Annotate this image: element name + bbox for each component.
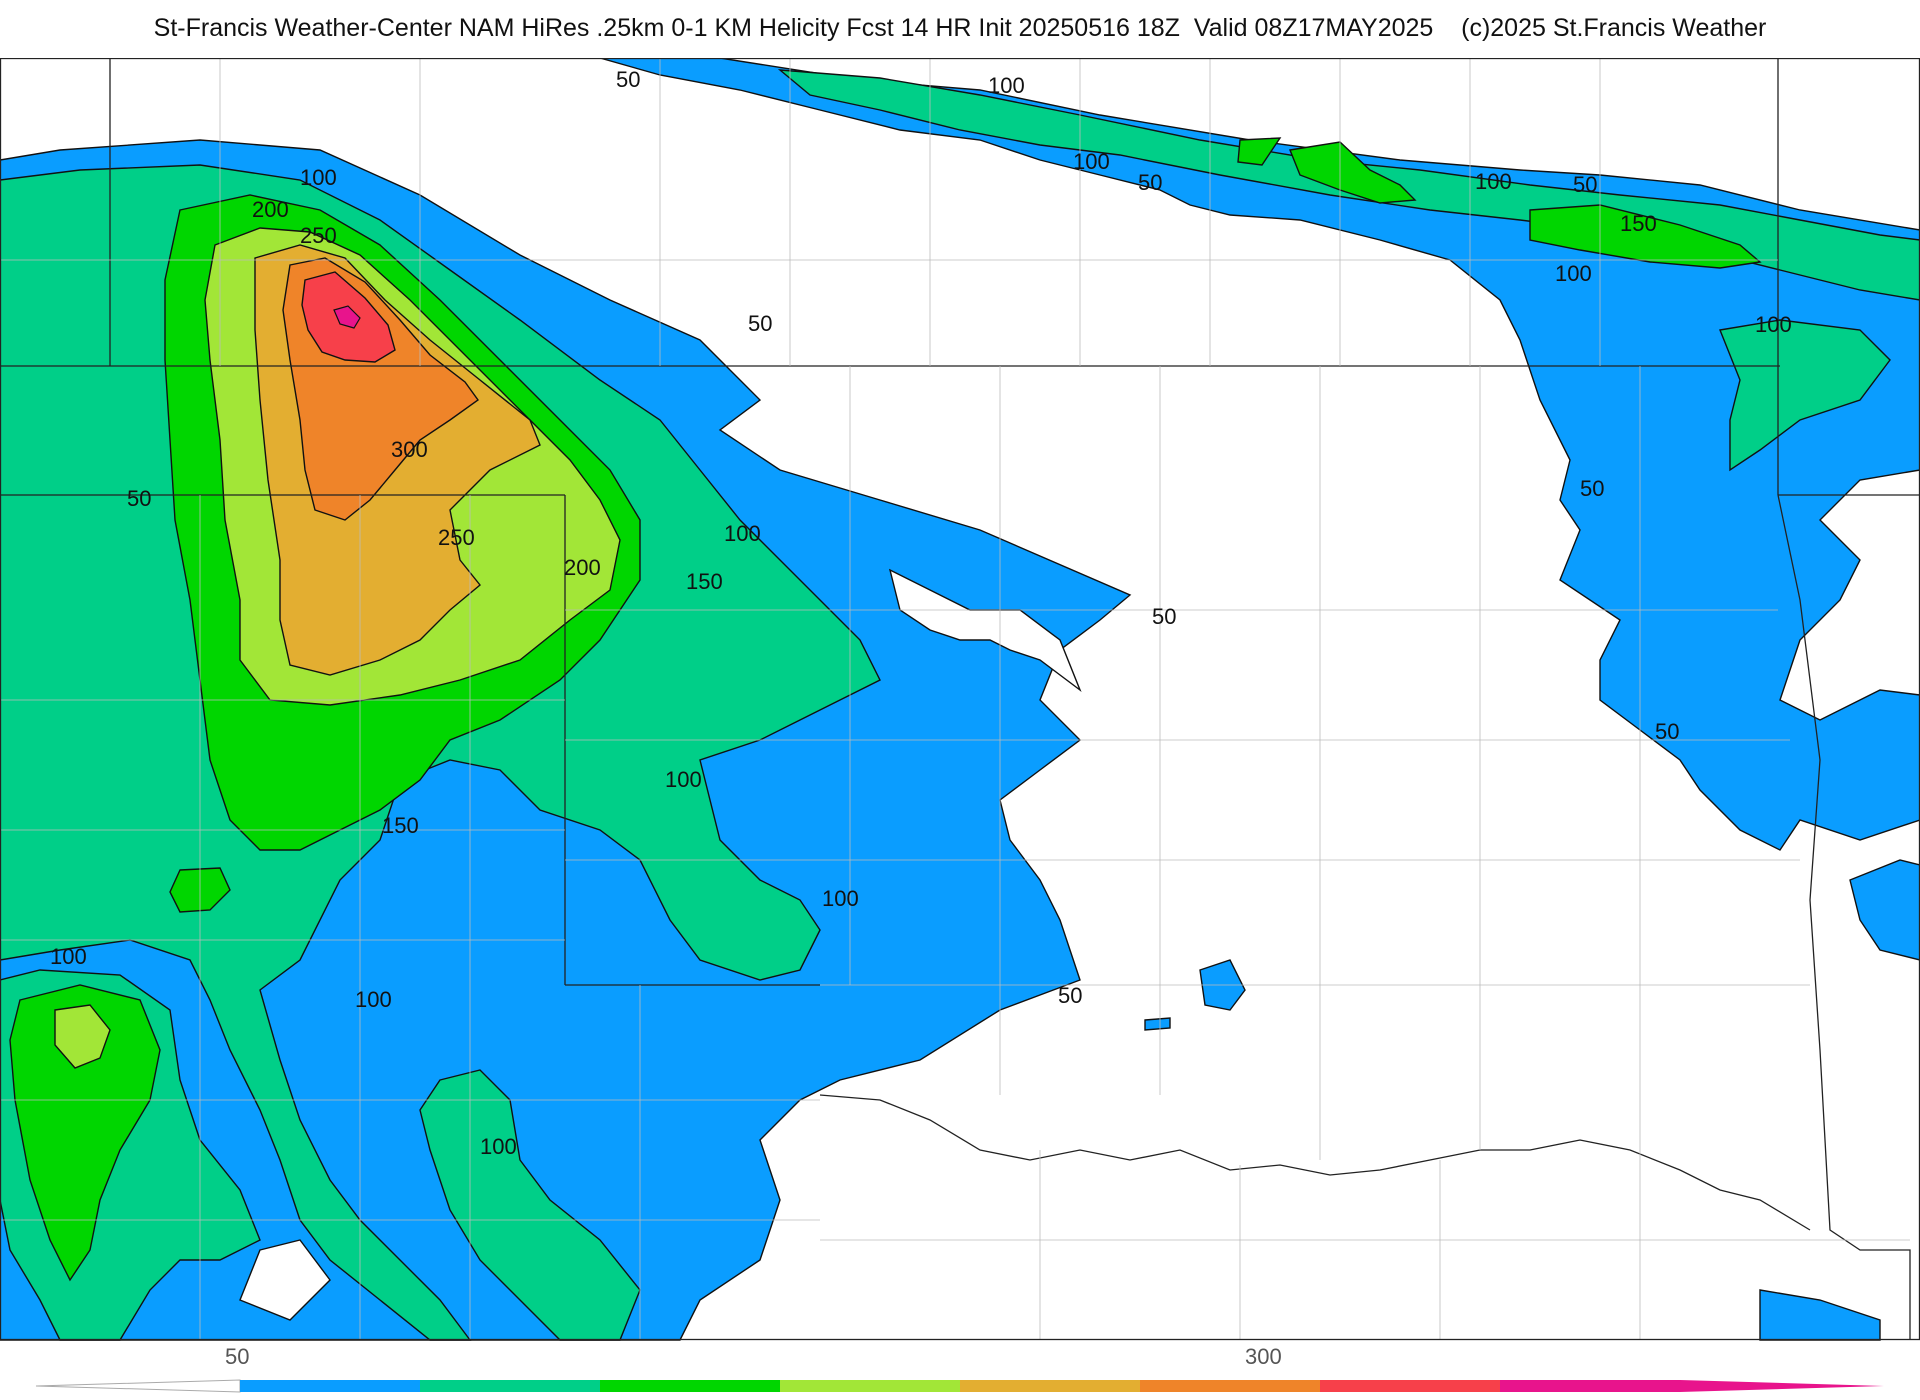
contour-label: 150 xyxy=(1620,211,1657,236)
contour-label: 50 xyxy=(127,486,151,511)
colorbar-tick-label: 300 xyxy=(1245,1344,1282,1369)
state-boundaries xyxy=(0,58,1920,1340)
contour-label: 100 xyxy=(50,944,87,969)
helicity-map: 50 100 100 50 100 50 150 100 100 100 200… xyxy=(0,58,1920,1393)
contour-label: 50 xyxy=(1573,172,1597,197)
contour-label: 100 xyxy=(1073,149,1110,174)
colorbar-bin xyxy=(1500,1380,1681,1392)
contour-label: 100 xyxy=(724,521,761,546)
contour-label: 100 xyxy=(1555,261,1592,286)
contour-labels: 50 100 100 50 100 50 150 100 100 100 200… xyxy=(50,67,1792,1159)
contour-label: 50 xyxy=(748,311,772,336)
contour-label: 150 xyxy=(686,569,723,594)
contour-label: 100 xyxy=(355,987,392,1012)
colorbar-bin xyxy=(960,1380,1141,1392)
contour-label: 100 xyxy=(988,73,1025,98)
contour-label: 100 xyxy=(822,886,859,911)
colorbar-bin xyxy=(240,1380,421,1392)
colorbar-bin xyxy=(420,1380,601,1392)
contour-label: 50 xyxy=(1152,604,1176,629)
colorbar-bin xyxy=(1140,1380,1321,1392)
county-boundaries xyxy=(0,58,1910,1340)
contour-label: 100 xyxy=(665,767,702,792)
contour-label: 250 xyxy=(438,525,475,550)
colorbar-bin xyxy=(600,1380,781,1392)
colorbar-bin xyxy=(780,1380,961,1392)
contour-label: 50 xyxy=(1138,170,1162,195)
contour-label: 50 xyxy=(1655,719,1679,744)
contour-label: 150 xyxy=(382,813,419,838)
colorbar-bin xyxy=(1320,1380,1501,1392)
contour-label: 50 xyxy=(1580,476,1604,501)
contour-label: 100 xyxy=(1755,312,1792,337)
contour-label: 250 xyxy=(300,223,337,248)
contour-label: 200 xyxy=(564,555,601,580)
colorbar-tick-label: 50 xyxy=(225,1344,249,1369)
colorbar: 50 300 xyxy=(35,1344,1884,1393)
contour-label: 300 xyxy=(391,437,428,462)
colorbar-high-arrow xyxy=(1680,1380,1884,1392)
contour-label: 100 xyxy=(480,1134,517,1159)
contour-label: 200 xyxy=(252,197,289,222)
contour-label: 50 xyxy=(1058,983,1082,1008)
contour-label: 100 xyxy=(1475,169,1512,194)
contour-label: 100 xyxy=(300,165,337,190)
map-title: St-Francis Weather-Center NAM HiRes .25k… xyxy=(153,14,1767,42)
colorbar-low-arrow xyxy=(35,1379,241,1393)
helicity-400-field xyxy=(333,305,361,329)
contour-label: 50 xyxy=(616,67,640,92)
